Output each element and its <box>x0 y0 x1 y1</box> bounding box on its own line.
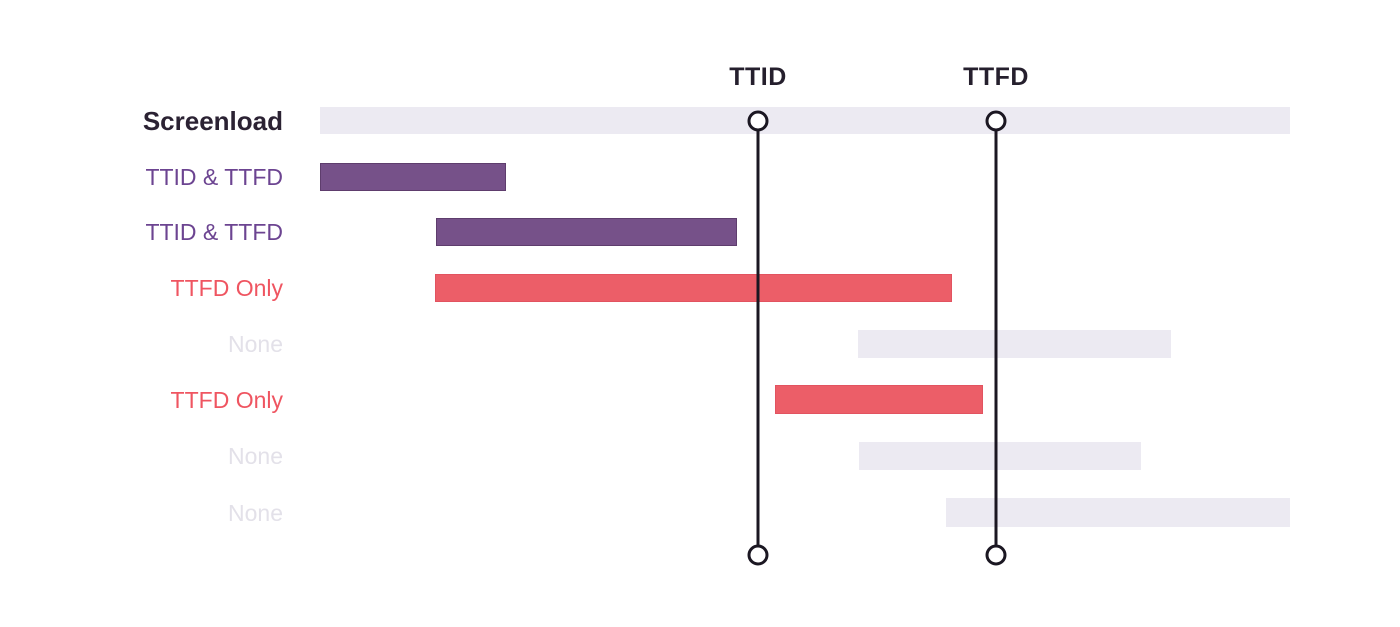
row-label-3: TTID & TTFD <box>145 219 283 245</box>
row-label-7: None <box>228 443 283 469</box>
ttfd-top-dot-icon <box>985 110 1007 132</box>
ttid-top-dot-icon <box>747 110 769 132</box>
ttid-marker-label: TTID <box>729 63 787 91</box>
span-bar-5-none <box>858 330 1171 358</box>
row-label-1: Screenload <box>142 105 283 136</box>
span-bar-8-none <box>946 498 1290 527</box>
span-bar-1-screenload <box>320 107 1290 134</box>
ttfd-marker-line <box>994 121 998 555</box>
ttid-marker-line <box>756 121 760 555</box>
ttid-bottom-dot-icon <box>747 544 769 566</box>
row-label-6: TTFD Only <box>170 386 283 413</box>
span-bar-6-ttfd <box>775 385 983 414</box>
ttfd-marker-label: TTFD <box>963 63 1029 91</box>
ttfd-bottom-dot-icon <box>985 544 1007 566</box>
row-label-2: TTID & TTFD <box>145 164 283 190</box>
span-bar-4-ttfd <box>435 274 952 302</box>
span-bar-2-both <box>320 163 506 191</box>
row-label-5: None <box>228 331 283 357</box>
span-bar-7-none <box>859 442 1141 470</box>
span-bar-3-both <box>436 218 737 246</box>
row-label-4: TTFD Only <box>170 275 283 301</box>
row-label-8: None <box>228 499 283 526</box>
